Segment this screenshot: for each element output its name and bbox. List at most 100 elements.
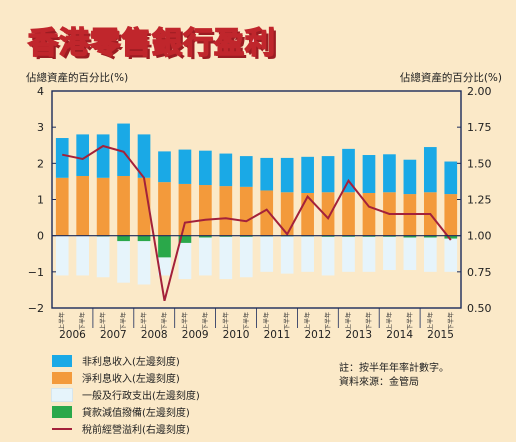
axes-group: −2 −1 0 1 2 3 4 0.50 0.75 1.00 1.25 1.50 1.75 2.00 上半年… [28,85,492,341]
bar-net-interest [260,190,274,236]
profit-line [61,144,452,302]
right-tick-label: 1.00 [467,230,492,243]
legend-label-net-interest: 淨利息收入(左邊刻度) [82,374,180,385]
legend-swatch-non-interest [52,354,72,367]
legend-item-net-interest: 淨利息收入(左邊刻度) [52,369,200,386]
bar-opex [423,235,437,272]
legend-swatch-impairment [52,405,72,418]
bar-non-interest [219,153,233,187]
legend-item-profit: 稅前經營溢利(右邊刻度) [52,420,200,437]
bar-opex [301,235,314,272]
bar-opex [280,235,294,274]
left-tick-label: 1 [37,194,44,207]
bar-non-interest [158,151,171,183]
bar-opex [199,235,212,276]
half-year-label: 下半年 [324,312,332,330]
bar-impairment [158,235,171,258]
bar-net-interest [158,182,171,236]
profit-line-group [61,144,452,302]
bar-opex [383,235,396,271]
left-axis-caption: 佔總資產的百分比(%) [26,72,129,84]
half-year-label: 上半年 [140,312,148,330]
bar-opex [76,235,90,276]
bar-non-interest [321,156,335,193]
bar-non-interest [383,154,396,193]
bar-non-interest [403,159,417,195]
bar-opex [137,235,151,285]
legend-item-non-interest: 非利息收入(左邊刻度) [52,352,200,369]
bar-net-interest [55,177,69,236]
bar-non-interest [362,155,376,193]
bar-impairment [199,235,212,238]
left-tick-label: 3 [37,121,44,134]
bar-non-interest [117,123,130,176]
bar-net-interest [444,194,458,236]
half-year-label: 下半年 [201,312,209,330]
half-year-label: 下半年 [365,312,373,330]
legend-item-impairment: 貸款減值撥備(左邊刻度) [52,403,200,420]
bar-opex [239,235,253,278]
left-tick-label: −1 [28,266,44,279]
bar-net-interest [76,175,90,236]
bar-non-interest [239,156,253,187]
year-label: 2012 [304,329,331,341]
note-source: 資料來源：金管局 [339,377,419,388]
bar-opex [178,235,192,280]
half-year-label: 下半年 [406,312,414,330]
bar-non-interest [137,134,151,178]
bar-non-interest [342,148,355,193]
right-tick-label: 1.25 [467,194,492,207]
half-year-label: 上半年 [426,312,434,330]
note-annualised: 註：按半年年率計數字。 [339,363,449,374]
bar-net-interest [96,177,110,236]
legend-label-impairment: 貸款減值撥備(左邊刻度) [82,408,190,419]
right-tick-label: 1.75 [467,121,492,134]
year-label: 2009 [182,329,209,341]
right-tick-label: 2.00 [467,85,492,98]
chart-title: 香港零售銀行盈利 [27,25,276,62]
bars-group [55,123,458,285]
bar-impairment [178,235,192,243]
bar-net-interest [362,192,376,236]
plot-frame [51,90,462,309]
half-year-label: 下半年 [120,312,128,330]
left-tick-label: 4 [37,85,44,98]
bar-non-interest [199,150,212,186]
bar-non-interest [301,156,314,193]
year-label: 2010 [223,329,250,341]
left-tick-label: 0 [37,230,44,243]
legend-label-profit: 稅前經營溢利(右邊刻度) [82,425,190,436]
right-tick-label: 1.50 [467,157,492,170]
bar-non-interest [423,147,437,193]
half-year-label: 下半年 [283,312,291,330]
bar-opex [117,235,130,283]
half-year-label: 上半年 [345,312,353,330]
bar-opex [219,235,233,280]
legend-swatch-profit [52,427,72,430]
bar-non-interest [260,157,274,191]
legend-swatch-net-interest [52,371,72,384]
bar-impairment [403,235,417,238]
legend-label-non-interest: 非利息收入(左邊刻度) [82,357,180,368]
half-year-label: 上半年 [181,312,189,330]
bar-impairment [117,235,130,242]
year-label: 2013 [345,329,372,341]
bar-non-interest [444,161,458,195]
bar-non-interest [96,134,110,178]
half-year-label: 上半年 [304,312,312,330]
left-tick-label: 2 [37,157,44,170]
half-year-label: 下半年 [447,312,455,330]
legend: 非利息收入(左邊刻度) 淨利息收入(左邊刻度) 一般及行政支出(左邊刻度) 貸款… [51,352,200,437]
bar-opex [444,235,458,272]
bar-net-interest [280,192,294,236]
bar-net-interest [199,185,212,236]
bar-opex [321,235,335,276]
bar-opex [55,235,69,276]
half-year-label: 上半年 [58,312,66,330]
year-label: 2011 [264,329,291,341]
bar-net-interest [301,192,314,236]
half-year-label: 下半年 [79,312,87,330]
bar-non-interest [178,149,192,184]
bar-net-interest [178,183,192,236]
